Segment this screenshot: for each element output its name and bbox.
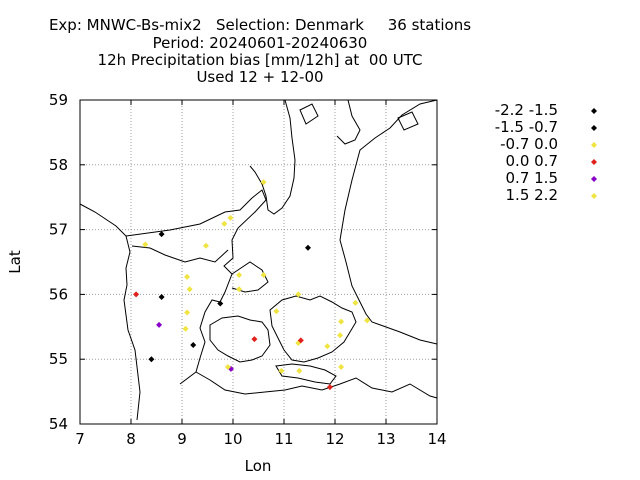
legend-marker (591, 142, 597, 148)
station-marker (297, 337, 304, 344)
station-marker (190, 341, 197, 348)
station-marker (278, 367, 285, 374)
y-tick-label: 54 (49, 415, 68, 433)
y-tick-label: 58 (49, 156, 68, 174)
y-tick-label: 59 (49, 91, 68, 109)
coastline (79, 99, 438, 421)
title-period: Period: 20240601-20240630 (152, 34, 368, 52)
coastline-jutland-west (79, 203, 141, 421)
station-marker (217, 300, 224, 307)
legend-entry: 1.5 2.2 (505, 186, 558, 204)
station-marker (148, 356, 155, 363)
legend-marker-shape (591, 125, 597, 131)
x-tick-label: 11 (274, 430, 293, 448)
legend-entry: 0.7 1.5 (505, 169, 558, 187)
coastline-sweden (339, 99, 438, 345)
legend-marker-shape (591, 193, 597, 199)
x-tick-label: 10 (223, 430, 242, 448)
x-tick-label: 7 (75, 430, 85, 448)
legend-marker (591, 159, 597, 165)
legend-marker-shape (591, 176, 597, 182)
x-tick-label: 9 (177, 430, 187, 448)
coastline-zealand (269, 295, 357, 363)
station-marker (337, 332, 344, 339)
coastline-islands (299, 103, 319, 125)
y-tick-label: 56 (49, 285, 68, 303)
station-marker (156, 321, 163, 328)
y-tick-label: 55 (49, 350, 68, 368)
legend-marker-shape (591, 159, 597, 165)
legend-entry: 0.0 0.7 (505, 152, 558, 170)
legend-marker-shape (591, 142, 597, 148)
station-marker (326, 384, 333, 391)
station-marker (158, 231, 165, 238)
x-tick-label: 14 (427, 430, 446, 448)
station-marker (364, 317, 371, 324)
x-tick-label: 8 (126, 430, 136, 448)
station-marker (296, 367, 303, 374)
station-marker (227, 214, 234, 221)
coastline-jutland-east (125, 189, 267, 385)
station-marker (251, 336, 258, 343)
y-tick-label: 57 (49, 221, 68, 239)
station-marker (186, 286, 193, 293)
station-marker (236, 271, 243, 278)
title-experiment: Exp: MNWC-Bs-mix2 Selection: Denmark 36 … (48, 16, 472, 34)
y-axis-label: Lat (6, 250, 24, 274)
legend-entry: -2.2 -1.5 (494, 101, 558, 119)
station-marker (304, 244, 311, 251)
legend-marker (591, 176, 597, 182)
station-marker (158, 293, 165, 300)
station-markers (133, 179, 371, 391)
x-tick-label: 12 (325, 430, 344, 448)
legend-marker (591, 125, 597, 131)
station-marker (338, 318, 345, 325)
coastline-djursland (231, 261, 269, 293)
coastline-funen (209, 315, 271, 363)
x-axis-label: Lon (245, 457, 272, 475)
legend-entry: -0.7 0.0 (500, 135, 558, 153)
legend-marker-shape (591, 108, 597, 114)
legend-entry: -1.5 -0.7 (494, 118, 558, 136)
station-marker (260, 271, 267, 278)
station-marker (133, 291, 140, 298)
legend-marker (591, 108, 597, 114)
station-marker (202, 242, 209, 249)
station-marker (324, 343, 331, 350)
coastline-lolland (275, 363, 337, 385)
x-tick-label: 13 (376, 430, 395, 448)
station-marker (260, 179, 267, 186)
grid-lines (80, 100, 437, 424)
axis-ticks: 7 8 9 10 11 12 13 14 54 55 56 57 58 59 (49, 91, 447, 448)
title-variable: 12h Precipitation bias [mm/12h] at 00 UT… (97, 51, 423, 69)
legend-marker (591, 193, 597, 199)
plot-frame (79, 99, 438, 425)
coastline-norway (249, 99, 296, 215)
station-marker (182, 325, 189, 332)
coastline-oslofjord (336, 99, 361, 145)
coastline-islands-2 (397, 111, 419, 131)
station-marker (236, 286, 243, 293)
station-marker (142, 241, 149, 248)
station-marker (221, 220, 228, 227)
station-marker (224, 363, 231, 370)
coastline-limfjord (131, 245, 229, 263)
station-marker (184, 309, 191, 316)
station-marker (352, 299, 359, 306)
station-marker (273, 308, 280, 315)
station-marker (295, 291, 302, 298)
station-marker (338, 363, 345, 370)
station-marker (184, 273, 191, 280)
coastline-germany (195, 371, 438, 399)
title-used: Used 12 + 12-00 (196, 68, 324, 86)
